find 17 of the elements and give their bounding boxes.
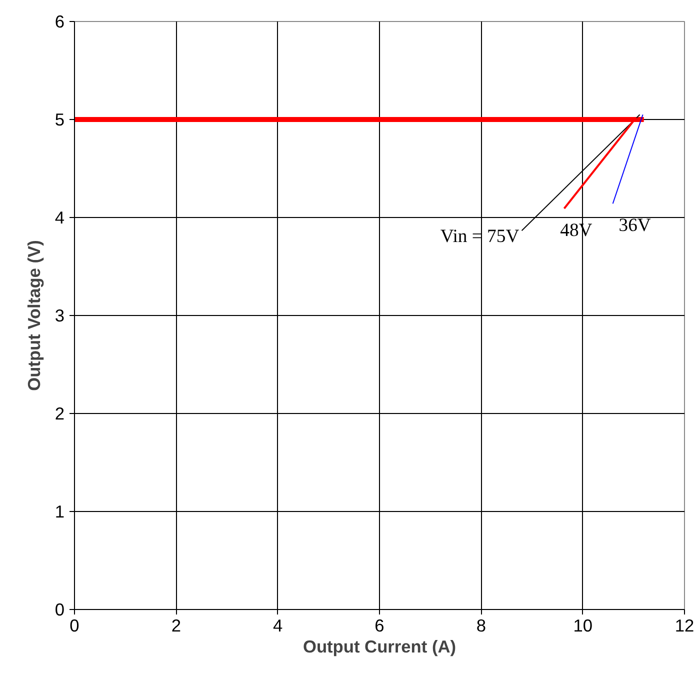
y-axis-title: Output Voltage (V): [24, 240, 44, 391]
x-tick-label: 4: [273, 616, 284, 636]
x-tick-label: 8: [476, 616, 486, 636]
x-axis-title: Output Current (A): [302, 636, 456, 656]
y-tick-label: 3: [54, 306, 65, 326]
y-tick-label: 2: [54, 404, 65, 424]
x-tick-label: 12: [674, 616, 694, 636]
y-tick-label: 5: [54, 110, 65, 130]
x-tick-label: 6: [374, 616, 384, 636]
x-tick-label: 2: [171, 616, 181, 636]
x-tick-label: 10: [573, 616, 592, 636]
x-tick-label: 0: [70, 616, 80, 636]
y-tick-label: 1: [54, 502, 65, 522]
y-tick-label: 4: [54, 208, 65, 228]
y-tick-label: 6: [54, 12, 65, 32]
annotation: 36V: [618, 215, 652, 236]
y-tick-label: 0: [54, 600, 65, 620]
